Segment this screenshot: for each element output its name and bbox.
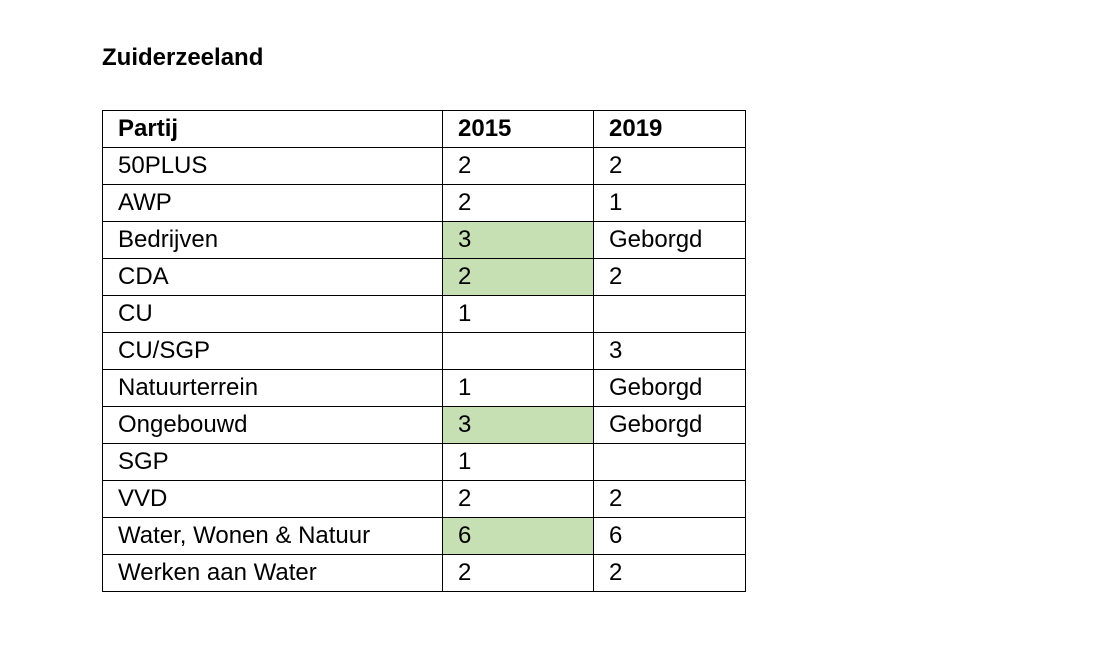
cell-2019: 6 (593, 517, 746, 555)
cell-party: AWP (102, 184, 443, 222)
cell-2019: 2 (593, 480, 746, 518)
cell-2019: Geborgd (593, 406, 746, 444)
table-row: SGP 1 (102, 443, 746, 481)
cell-2019 (593, 295, 746, 333)
cell-2019: 1 (593, 184, 746, 222)
cell-party: CU/SGP (102, 332, 443, 370)
header-party: Partij (102, 110, 443, 148)
table-row: Ongebouwd 3 Geborgd (102, 406, 746, 444)
cell-2015: 2 (442, 258, 594, 296)
table-row: Werken aan Water 2 2 (102, 554, 746, 592)
table-row: CDA 2 2 (102, 258, 746, 296)
cell-2019: Geborgd (593, 369, 746, 407)
table-row: 50PLUS 2 2 (102, 147, 746, 185)
cell-party: VVD (102, 480, 443, 518)
table-row: CU/SGP 3 (102, 332, 746, 370)
cell-2015: 6 (442, 517, 594, 555)
cell-2019: 2 (593, 554, 746, 592)
cell-2015: 1 (442, 369, 594, 407)
table-row: Water, Wonen & Natuur 6 6 (102, 517, 746, 555)
cell-2019: 2 (593, 258, 746, 296)
seat-table: Partij 2015 2019 50PLUS 2 2 AWP 2 1 Bedr… (102, 110, 746, 592)
header-2019: 2019 (593, 110, 746, 148)
header-2015: 2015 (442, 110, 594, 148)
cell-2019: 3 (593, 332, 746, 370)
cell-party: 50PLUS (102, 147, 443, 185)
cell-2015: 3 (442, 221, 594, 259)
cell-party: Natuurterrein (102, 369, 443, 407)
cell-2015: 3 (442, 406, 594, 444)
table-row: VVD 2 2 (102, 480, 746, 518)
cell-party: SGP (102, 443, 443, 481)
cell-2015: 2 (442, 480, 594, 518)
cell-2015: 2 (442, 147, 594, 185)
cell-2015: 2 (442, 184, 594, 222)
table-row: Natuurterrein 1 Geborgd (102, 369, 746, 407)
table-row: CU 1 (102, 295, 746, 333)
cell-2015: 1 (442, 295, 594, 333)
cell-2015 (442, 332, 594, 370)
cell-2015: 1 (442, 443, 594, 481)
cell-party: Werken aan Water (102, 554, 443, 592)
cell-2015: 2 (442, 554, 594, 592)
cell-2019: Geborgd (593, 221, 746, 259)
table-row: AWP 2 1 (102, 184, 746, 222)
table-header-row: Partij 2015 2019 (102, 110, 746, 148)
table-row: Bedrijven 3 Geborgd (102, 221, 746, 259)
cell-party: CDA (102, 258, 443, 296)
cell-2019 (593, 443, 746, 481)
cell-party: Bedrijven (102, 221, 443, 259)
cell-party: Ongebouwd (102, 406, 443, 444)
document-title: Zuiderzeeland (102, 44, 264, 71)
cell-party: CU (102, 295, 443, 333)
cell-party: Water, Wonen & Natuur (102, 517, 443, 555)
cell-2019: 2 (593, 147, 746, 185)
